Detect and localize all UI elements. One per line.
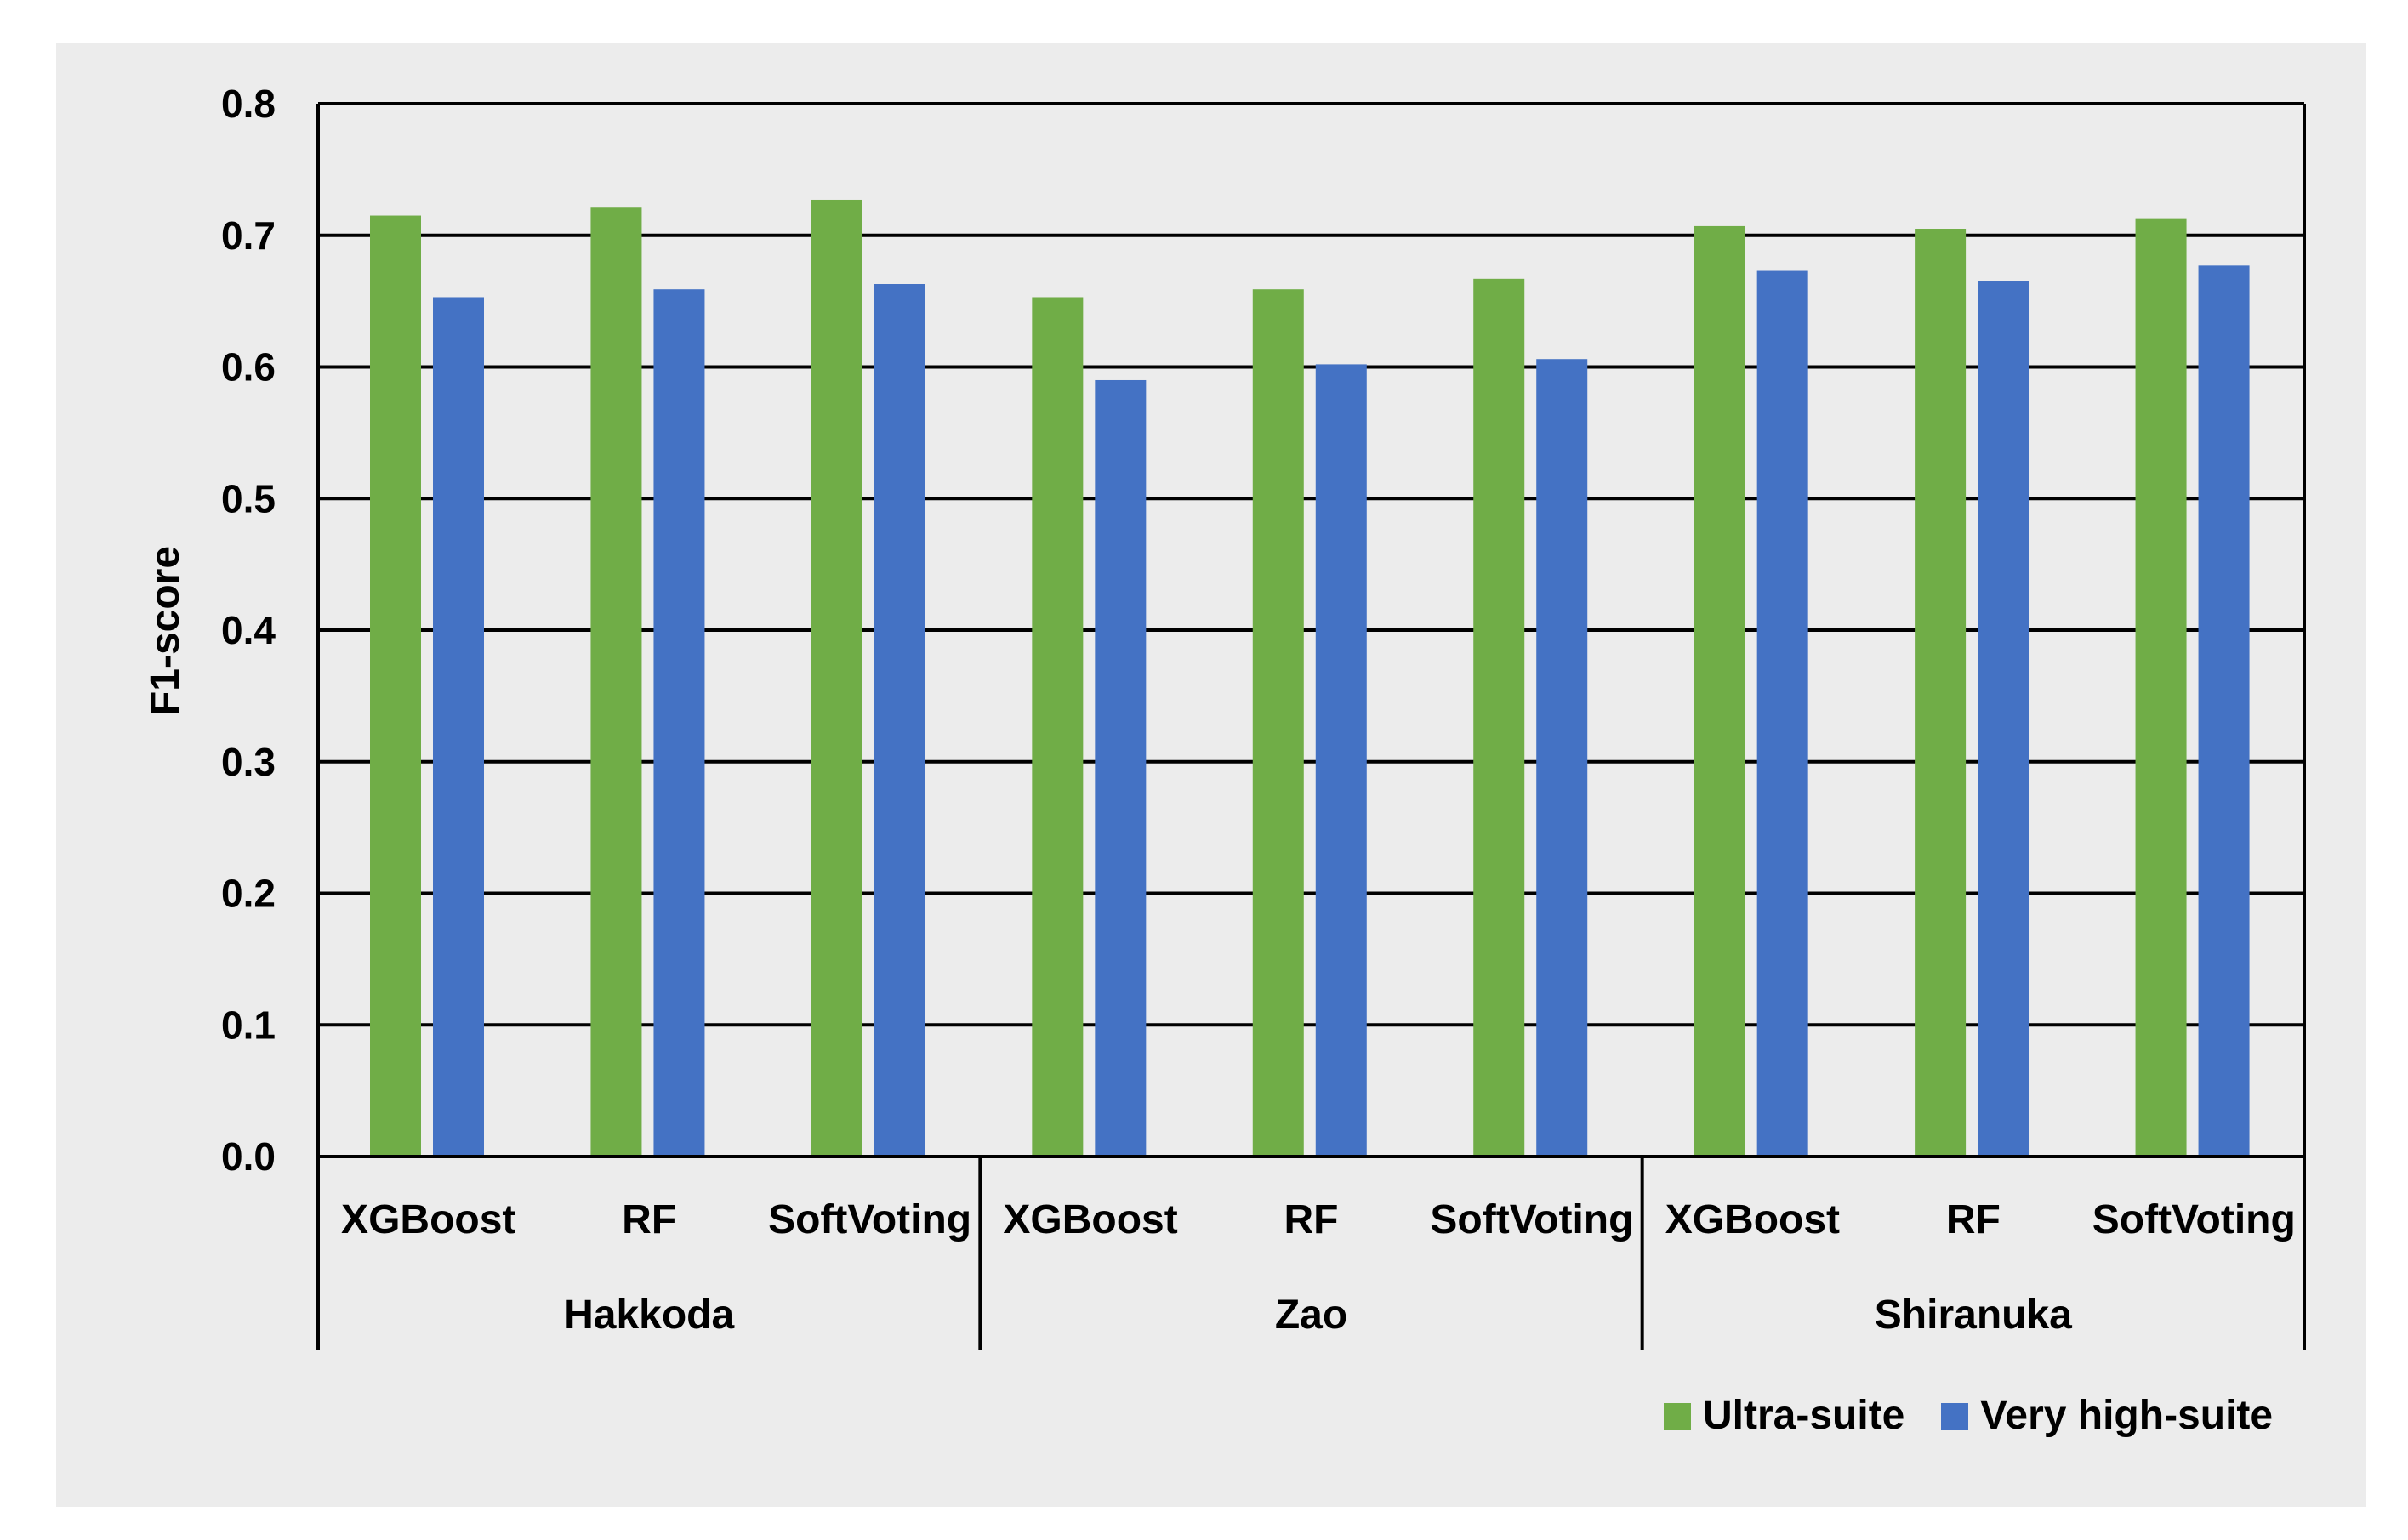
bar: [2135, 218, 2187, 1156]
bar: [1252, 289, 1304, 1156]
legend-label: Ultra-suite: [1703, 1393, 1904, 1438]
x-category-label: SoftVoting: [1430, 1197, 1633, 1242]
bar: [1315, 364, 1367, 1156]
x-group-label: Zao: [1275, 1293, 1347, 1338]
legend: Ultra-suite Very high-suite: [1664, 1393, 2273, 1438]
y-tick-label: 0.6: [221, 345, 276, 389]
y-tick-label: 0.5: [221, 476, 276, 520]
legend-swatch: [1664, 1403, 1691, 1430]
legend-label: Very high-suite: [1980, 1393, 2273, 1438]
y-tick-label: 0.2: [221, 872, 276, 916]
x-group-label: Shiranuka: [1875, 1293, 2072, 1338]
bar: [370, 215, 421, 1157]
x-category-label: XGBoost: [1003, 1197, 1177, 1242]
y-tick-label: 0.7: [221, 213, 276, 258]
x-category-label: RF: [1284, 1197, 1339, 1242]
bar: [811, 199, 862, 1156]
gridlines: [318, 102, 2304, 1158]
bar: [433, 297, 484, 1156]
bar: [2198, 265, 2250, 1156]
bar: [1694, 225, 1745, 1156]
bar: [590, 207, 642, 1157]
bar: [653, 289, 705, 1156]
bar: [1536, 359, 1588, 1157]
x-group-label: Hakkoda: [564, 1293, 734, 1338]
bar: [1915, 229, 1967, 1157]
y-tick-label: 0.4: [221, 608, 276, 652]
chart-panel: 0.0 0.1 0.2 0.3 0.4 0.5 0.6 0.7 0.8 XGBoost RF Sof…: [56, 43, 2366, 1507]
bars: [370, 199, 2250, 1157]
chart-svg: 0.0 0.1 0.2 0.3 0.4 0.5 0.6 0.7 0.8 XGBoost RF Sof…: [143, 82, 2306, 1438]
x-category-label: XGBoost: [1665, 1197, 1840, 1242]
bar: [1978, 281, 2029, 1157]
y-tick-label: 0.3: [221, 740, 276, 784]
bar: [1473, 278, 1525, 1156]
x-category-label: SoftVoting: [2092, 1197, 2296, 1242]
plot-frame: [316, 104, 2306, 1158]
y-tick-label: 0.0: [221, 1134, 276, 1179]
bar: [1032, 297, 1084, 1156]
y-tick-label: 0.8: [221, 82, 276, 126]
x-category-label: RF: [622, 1197, 676, 1242]
legend-swatch: [1941, 1403, 1968, 1430]
x-category-label: RF: [1946, 1197, 2001, 1242]
bar: [874, 284, 925, 1156]
y-tick-label: 0.1: [221, 1003, 276, 1047]
bar: [1095, 379, 1147, 1157]
x-category-label: SoftVoting: [768, 1197, 971, 1242]
x-category-label: XGBoost: [341, 1197, 515, 1242]
y-axis-title: F1-score: [143, 546, 188, 716]
bar: [1756, 270, 1808, 1157]
y-axis-ticks: 0.0 0.1 0.2 0.3 0.4 0.5 0.6 0.7 0.8: [221, 82, 276, 1179]
x-axis-categories: XGBoost RF SoftVoting XGBoost RF SoftVoting XG…: [316, 1156, 2306, 1350]
